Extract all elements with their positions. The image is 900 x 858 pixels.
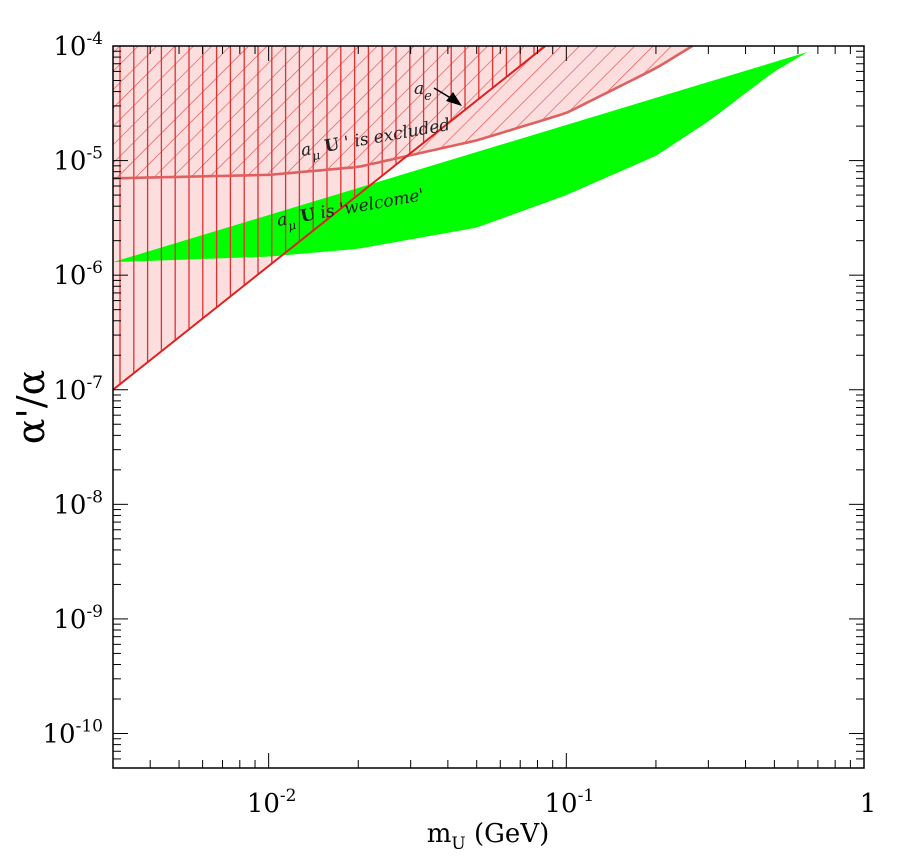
x-tick-label: 10-2: [247, 786, 297, 819]
x-tick-label: 10-1: [544, 786, 594, 819]
ae-annotation: ae: [414, 79, 432, 104]
plot-frame: [112, 45, 865, 769]
ae-arrow-head: [446, 92, 462, 106]
y-tick-label: 10-6: [53, 258, 103, 291]
y-axis-label: α'/α: [9, 370, 53, 445]
y-tick-label: 10-10: [43, 717, 103, 750]
y-tick-label: 10-7: [53, 373, 103, 406]
x-axis-label: mU (GeV): [427, 819, 549, 854]
y-tick-label: 10-4: [53, 29, 103, 62]
y-tick-label: 10-8: [53, 487, 103, 520]
welcome-band: [113, 51, 808, 263]
ae-boundary-line: [113, 46, 546, 391]
y-tick-label: 10-9: [53, 602, 103, 635]
x-tick-label: 1: [860, 789, 877, 819]
ae-vertical-hatching: [119, 46, 535, 385]
excluded-boundary-curve: [113, 46, 693, 180]
y-tick-label: 10-5: [53, 144, 103, 177]
